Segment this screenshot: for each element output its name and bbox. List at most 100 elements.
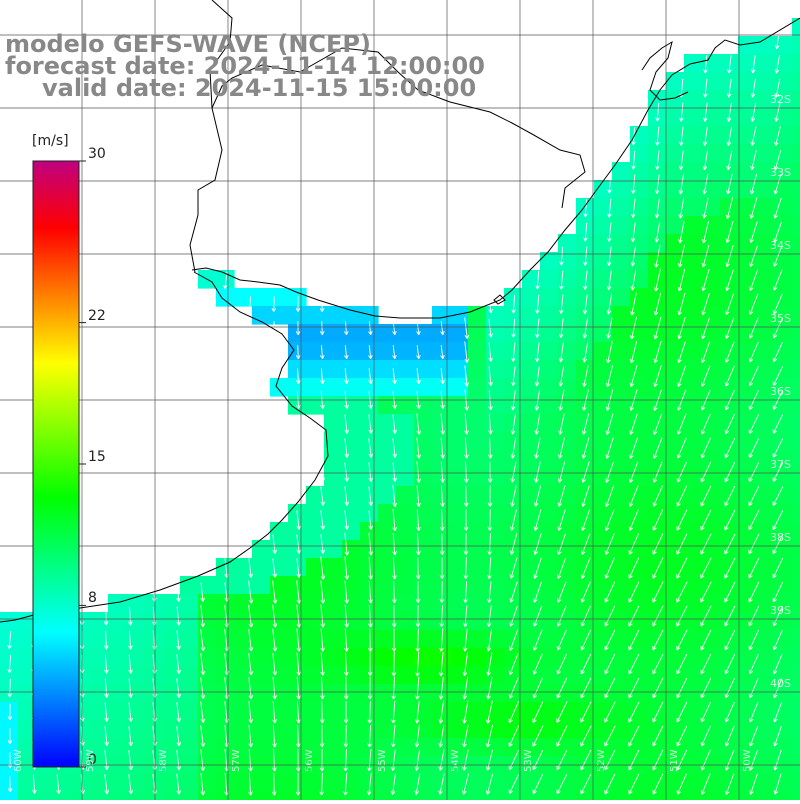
wind-arrow xyxy=(628,485,639,507)
wind-arrow xyxy=(319,700,325,724)
wind-cell xyxy=(576,792,595,804)
wind-arrow xyxy=(464,413,469,435)
wind-cell xyxy=(738,144,757,163)
wind-cell xyxy=(486,774,505,793)
wind-cell xyxy=(18,792,37,804)
wind-cell xyxy=(648,522,667,541)
wind-arrow xyxy=(749,749,759,771)
title-forecast-date: forecast date: 2024-11-14 12:00:00 xyxy=(5,52,485,80)
coastline-argentina xyxy=(0,271,329,623)
wind-cell xyxy=(126,720,145,739)
wind-cell xyxy=(792,594,800,613)
wind-cell xyxy=(576,342,595,361)
wind-cell xyxy=(540,378,559,397)
wind-cell xyxy=(468,378,487,397)
wind-cell xyxy=(108,738,127,757)
wind-cell xyxy=(666,216,685,235)
wind-arrow xyxy=(772,317,783,339)
wind-arrow xyxy=(296,652,302,676)
wind-cell xyxy=(432,594,451,613)
wind-cell xyxy=(486,612,505,631)
wind-cell xyxy=(792,468,800,487)
wind-cell xyxy=(378,684,397,703)
wind-cell xyxy=(702,414,721,433)
wind-cell xyxy=(270,738,289,757)
wind-cell xyxy=(252,558,271,577)
wind-arrow xyxy=(726,102,732,122)
wind-arrow xyxy=(271,296,277,312)
wind-cell xyxy=(738,324,757,343)
wind-cell xyxy=(540,342,559,361)
wind-cell xyxy=(540,270,559,289)
wind-arrow xyxy=(368,556,373,580)
wind-cell xyxy=(504,702,523,721)
wind-cell xyxy=(720,774,739,793)
wind-arrow xyxy=(486,652,493,676)
wind-cell xyxy=(576,270,595,289)
wind-cell xyxy=(288,720,307,739)
wind-cell xyxy=(684,90,703,109)
wind-arrow xyxy=(604,605,616,627)
wind-cell xyxy=(360,540,379,559)
wind-cell xyxy=(522,666,541,685)
wind-arrow xyxy=(344,510,350,530)
wind-arrow xyxy=(700,533,712,555)
wind-arrow xyxy=(128,702,134,722)
wind-cell xyxy=(576,630,595,649)
wind-arrow xyxy=(392,556,397,580)
wind-arrow xyxy=(676,629,688,651)
wind-cell xyxy=(126,684,145,703)
wind-cell xyxy=(756,198,775,217)
wind-cell xyxy=(306,684,325,703)
wind-cell xyxy=(378,504,397,523)
wind-cell xyxy=(90,612,109,631)
wind-cell xyxy=(270,774,289,793)
wind-cell xyxy=(558,432,577,451)
wind-cell xyxy=(468,792,487,804)
wind-cell xyxy=(774,378,793,397)
wind-arrow xyxy=(200,582,205,602)
longitude-label: 56W xyxy=(304,749,315,772)
wind-cell xyxy=(414,342,433,361)
wind-cell xyxy=(288,522,307,541)
wind-cell xyxy=(504,594,523,613)
wind-arrow xyxy=(748,678,759,699)
wind-cell xyxy=(666,108,685,127)
wind-cell xyxy=(324,558,343,577)
wind-arrow xyxy=(559,270,564,290)
wind-cell xyxy=(414,324,433,343)
wind-arrow xyxy=(558,365,565,387)
wind-cell xyxy=(594,738,613,757)
wind-arrow xyxy=(628,749,640,771)
wind-cell xyxy=(576,558,595,577)
wind-arrow xyxy=(654,174,660,194)
wind-cell xyxy=(144,702,163,721)
wind-cell xyxy=(198,738,217,757)
wind-cell xyxy=(702,54,721,73)
wind-arrow xyxy=(749,701,759,723)
wind-cell xyxy=(630,576,649,595)
wind-cell xyxy=(522,774,541,793)
colorbar-tick-label: 22 xyxy=(88,307,106,324)
wind-cell xyxy=(126,702,145,721)
wind-cell xyxy=(684,378,703,397)
wind-cell xyxy=(720,90,739,109)
wind-arrow xyxy=(583,246,588,266)
wind-cell xyxy=(630,738,649,757)
wind-arrow xyxy=(104,678,109,698)
wind-cell xyxy=(288,288,307,307)
wind-cell xyxy=(666,540,685,559)
wind-arrow xyxy=(700,725,711,747)
wind-arrow xyxy=(580,653,592,675)
wind-cell xyxy=(558,648,577,667)
wind-arrow xyxy=(320,556,326,580)
wind-arrow xyxy=(700,413,711,435)
wind-cell xyxy=(648,540,667,559)
wind-arrow xyxy=(700,629,712,651)
wind-arrow xyxy=(724,509,736,531)
wind-cell xyxy=(0,666,19,685)
wind-arrow xyxy=(676,533,688,555)
wind-cell xyxy=(612,702,631,721)
wind-cell xyxy=(792,774,800,793)
